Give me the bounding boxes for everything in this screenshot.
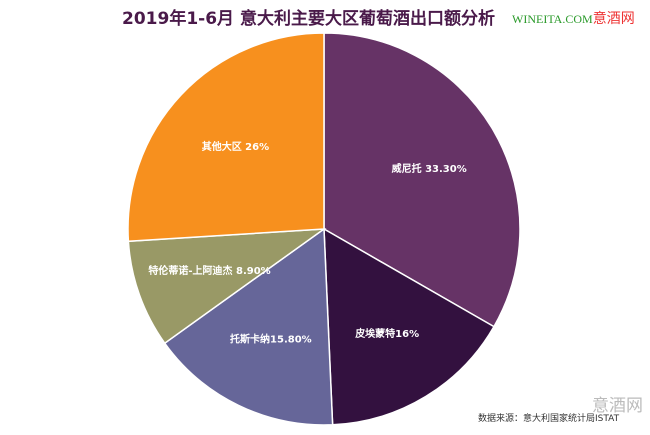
chart-title: 2019年1-6月 意大利主要大区葡萄酒出口额分析 [122,9,495,29]
slice-label-4: 其他大区 26% [202,140,269,153]
pie-slice-3 [127,228,327,345]
source-note: 数据来源：意大利国家统计局ISTAT [478,414,620,424]
pie-slice-2 [163,227,334,426]
watermark: 意酒网 [592,396,643,416]
pie-slice-1 [323,227,495,426]
pie-slice-4 [127,32,325,243]
brand-name: 意酒网 [592,12,635,27]
slice-label-2: 托斯卡纳15.80% [230,332,312,345]
brand-site: WINEITA.COM [512,12,593,26]
slice-label-3: 特伦蒂诺-上阿迪杰 8.90% [148,264,270,277]
brand-logo: WINEITA.COM意酒网 [512,8,635,28]
slice-label-1: 皮埃蒙特16% [354,327,419,340]
slice-label-0: 威尼托 33.30% [392,162,467,175]
pie-slice-0 [323,32,521,328]
